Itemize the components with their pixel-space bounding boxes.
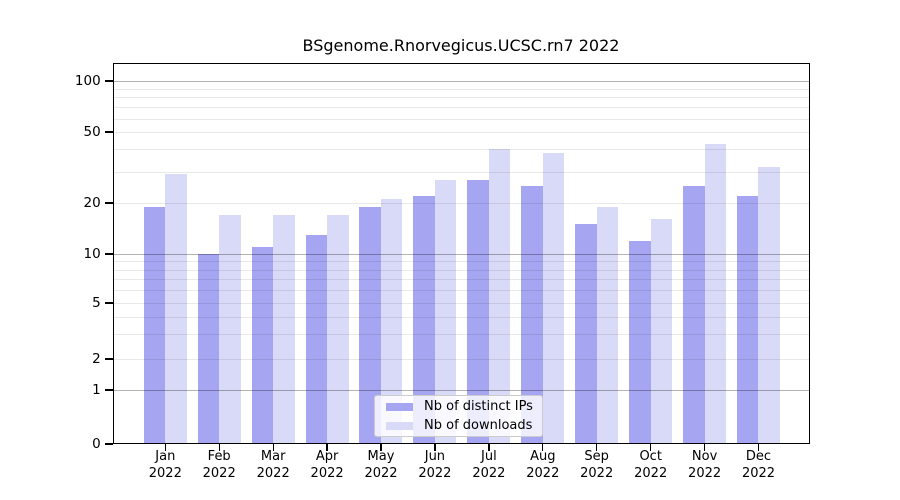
gridline-50: [112, 131, 810, 133]
x-tick-label-feb: Feb 2022: [202, 449, 236, 481]
x-tick-label-jan: Jan 2022: [148, 449, 182, 481]
bar-distinct-ips-dec: [736, 195, 759, 444]
y-tick-label: 1: [92, 382, 101, 398]
y-tick-label: 100: [74, 73, 101, 89]
x-tick: [434, 444, 436, 451]
gridline-100: [112, 80, 810, 82]
bar-downloads-may: [380, 199, 403, 444]
x-tick-label-oct: Oct 2022: [634, 449, 668, 481]
bar-distinct-ips-aug: [521, 185, 543, 444]
gridline-9: [112, 261, 810, 263]
bar-distinct-ips-nov: [683, 185, 705, 444]
x-tick-label-sep: Sep 2022: [580, 449, 614, 481]
x-tick-label-may: May 2022: [364, 449, 398, 481]
y-tick-label: 10: [83, 246, 101, 262]
x-tick: [703, 444, 706, 451]
bar-distinct-ips-sep: [575, 224, 597, 444]
plot-area: [112, 63, 810, 444]
legend: Nb of distinct IPs Nb of downloads: [374, 395, 543, 437]
y-tick: [104, 253, 113, 255]
gridline-4: [112, 316, 810, 318]
gridline-80: [112, 97, 810, 99]
gridline-70: [112, 107, 810, 109]
y-tick: [104, 202, 113, 204]
gridline-8: [112, 269, 810, 271]
x-tick: [380, 444, 382, 451]
x-tick-label-apr: Apr 2022: [310, 449, 344, 481]
bar-distinct-ips-mar: [251, 246, 274, 444]
bar-downloads-apr: [327, 214, 349, 444]
bar-distinct-ips-apr: [305, 234, 328, 444]
gridline-90: [112, 88, 810, 90]
x-tick: [542, 444, 544, 451]
legend-label-downloads: Nb of downloads: [424, 417, 533, 433]
y-tick: [104, 131, 113, 133]
x-tick: [272, 444, 274, 451]
y-tick: [104, 302, 113, 304]
bar-downloads-feb: [219, 214, 241, 444]
legend-label-distinct-ips: Nb of distinct IPs: [424, 398, 533, 414]
x-tick-label-jul: Jul 2022: [472, 449, 506, 481]
x-tick: [488, 444, 490, 451]
bar-downloads-jan: [165, 174, 187, 444]
legend-item-distinct-ips: Nb of distinct IPs: [386, 399, 542, 415]
y-tick: [104, 80, 113, 82]
gridline-30: [112, 171, 810, 173]
bar-downloads-jul: [488, 149, 511, 444]
x-tick-label-mar: Mar 2022: [256, 449, 290, 481]
y-tick-label: 2: [92, 351, 101, 367]
gridline-7: [112, 279, 810, 281]
x-tick-label-dec: Dec 2022: [741, 449, 776, 481]
x-tick-label-aug: Aug 2022: [526, 449, 560, 481]
legend-item-downloads: Nb of downloads: [386, 418, 542, 434]
bar-downloads-sep: [596, 206, 619, 444]
gridline-5: [112, 302, 810, 304]
gridline-10: [112, 253, 810, 255]
x-tick: [218, 444, 220, 451]
gridline-2: [112, 358, 810, 360]
gridline-20: [112, 202, 810, 204]
bar-downloads-mar: [273, 214, 295, 444]
x-tick: [164, 444, 166, 451]
x-tick-label-nov: Nov 2022: [688, 449, 722, 481]
bar-distinct-ips-oct: [629, 240, 651, 444]
y-tick-label: 20: [83, 195, 101, 211]
y-tick-label: 5: [92, 295, 101, 311]
bar-distinct-ips-may: [359, 206, 381, 444]
bar-distinct-ips-jun: [413, 195, 435, 444]
x-tick: [757, 444, 760, 451]
gridline-60: [112, 118, 810, 120]
y-tick: [104, 443, 113, 445]
bar-downloads-oct: [650, 219, 673, 444]
gridline-3: [112, 334, 810, 336]
x-tick: [650, 444, 652, 451]
bar-distinct-ips-feb: [197, 253, 220, 444]
bar-distinct-ips-jan: [143, 206, 166, 444]
y-tick: [104, 358, 113, 360]
bar-downloads-aug: [542, 153, 565, 444]
x-tick-label-jun: Jun 2022: [418, 449, 452, 481]
chart-title: BSgenome.Rnorvegicus.UCSC.rn7 2022: [302, 36, 620, 55]
gridline-6: [112, 290, 810, 292]
bar-distinct-ips-jul: [467, 179, 489, 444]
bar-downloads-nov: [704, 143, 727, 444]
gridline-40: [112, 149, 810, 151]
legend-swatch-downloads: [386, 421, 413, 430]
gridline-1: [112, 389, 810, 391]
x-tick: [596, 444, 598, 451]
bar-downloads-jun: [434, 179, 457, 444]
y-tick: [104, 389, 113, 391]
x-tick: [326, 444, 328, 451]
legend-swatch-distinct-ips: [386, 402, 413, 411]
y-tick-label: 50: [83, 124, 101, 140]
bar-downloads-dec: [758, 166, 780, 444]
y-tick-label: 0: [92, 436, 101, 452]
